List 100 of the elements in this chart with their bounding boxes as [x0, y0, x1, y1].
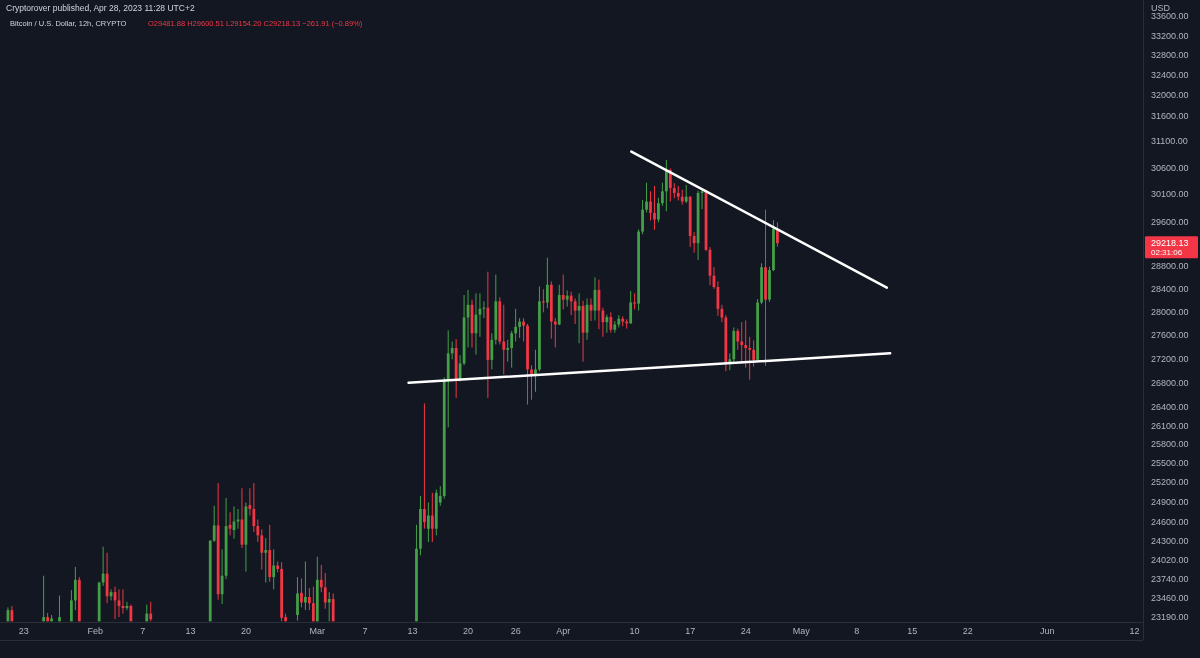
candlestick: [502, 304, 506, 375]
candlestick: [514, 308, 518, 343]
text: Cryptorover published, Apr 28, 2023 11:28 UTC+2: [6, 3, 195, 14]
y-tick-label: 29600.00: [1151, 216, 1189, 227]
y-tick-label: 31600.00: [1151, 110, 1189, 121]
candlestick: [657, 197, 660, 223]
candlestick: [327, 591, 331, 622]
candlestick: [530, 364, 533, 401]
candlestick: [42, 575, 46, 622]
candlestick: [561, 274, 565, 310]
x-tick-label: 10: [629, 626, 640, 637]
candlestick: [668, 167, 672, 203]
x-tick-label: 20: [463, 626, 474, 637]
candlestick: [744, 319, 748, 369]
y-tick-label: 25800.00: [1151, 439, 1189, 450]
candlestick: [649, 190, 652, 222]
y-tick-label: 32800.00: [1151, 50, 1189, 61]
candlestick: [664, 159, 668, 212]
y-tick-label: 24900.00: [1151, 496, 1189, 507]
x-tick-label: 26: [510, 626, 521, 637]
candlestick: [331, 593, 335, 622]
candlestick: [426, 501, 430, 543]
x-tick-label: 13: [185, 626, 196, 637]
candlestick: [641, 199, 644, 235]
y-tick-label: 23190.00: [1151, 612, 1189, 623]
x-tick-label: 24: [740, 626, 751, 637]
candlestick: [609, 311, 613, 334]
y-tick-label: 27600.00: [1151, 330, 1189, 340]
y-tick-label: 26400.00: [1151, 402, 1189, 413]
y-tick-label: 27200.00: [1151, 353, 1189, 364]
y-tick-label: 32000.00: [1151, 90, 1189, 101]
candlestick: [308, 587, 311, 611]
candlestick: [684, 184, 688, 204]
y-tick-label: 28800.00: [1151, 261, 1189, 272]
y-tick-label: 23460.00: [1151, 593, 1189, 604]
x-tick-label: 23: [18, 626, 29, 637]
y-tick-label: 26100.00: [1151, 420, 1189, 431]
x-tick-label: 12: [1129, 626, 1140, 637]
candlestick: [776, 221, 779, 248]
candlestick: [522, 317, 525, 343]
y-tick-label: 28400.00: [1151, 283, 1189, 294]
x-tick-label: 7: [362, 626, 368, 637]
y-tick-label: 24020.00: [1151, 555, 1189, 566]
candlestick: [149, 601, 153, 622]
candlestick: [542, 288, 545, 313]
candlestick: [740, 321, 744, 364]
y-tick-label: 30600.00: [1151, 162, 1189, 173]
candlestick: [510, 330, 514, 369]
candlestick: [553, 317, 557, 348]
text: 02:31:06: [1151, 248, 1183, 258]
y-tick-label: 28000.00: [1151, 306, 1189, 317]
candlestick: [700, 189, 704, 210]
candlestick: [736, 328, 740, 351]
x-tick-label: May: [792, 626, 811, 637]
x-tick-label: 20: [240, 626, 251, 637]
y-tick-label: 24600.00: [1151, 516, 1189, 527]
y-tick-label: 24300.00: [1151, 536, 1189, 547]
candlestick: [423, 402, 426, 530]
x-tick-label: 22: [962, 626, 973, 637]
candlestick: [58, 595, 61, 622]
candlestick: [323, 572, 327, 610]
x-tick-label: 15: [907, 626, 918, 637]
candlestick: [304, 560, 307, 611]
candlestick: [748, 336, 752, 381]
candlestick: [573, 297, 577, 325]
y-tick-label: 32400.00: [1151, 70, 1189, 81]
candlestick: [252, 482, 256, 533]
y-tick-label: 33600.00: [1151, 11, 1189, 22]
x-tick-label: 7: [140, 626, 146, 637]
candlestick: [629, 290, 633, 325]
candlestick: [752, 339, 756, 367]
candlestick: [545, 257, 549, 309]
candlestick: [319, 564, 323, 593]
candlestick: [430, 492, 434, 543]
candlestick: [490, 332, 494, 370]
candlestick: [260, 528, 264, 571]
candlestick: [605, 314, 609, 334]
y-tick-label: 25200.00: [1151, 477, 1189, 488]
candlestick: [300, 577, 303, 608]
x-tick-label: Apr: [556, 626, 571, 637]
candlestick: [661, 182, 664, 207]
candlestick: [311, 586, 315, 622]
x-tick-label: 17: [685, 626, 696, 637]
candlestick: [272, 548, 276, 590]
candlestick: [70, 589, 73, 622]
y-axis-title: USD: [1151, 3, 1171, 14]
text: 29218.13: [1151, 237, 1189, 248]
x-tick-label: 13: [407, 626, 418, 637]
candlestick: [73, 566, 77, 611]
candlestick: [518, 317, 521, 339]
x-tick-label: 8: [854, 626, 860, 637]
x-tick-label: Feb: [87, 626, 103, 637]
candlestick: [296, 576, 299, 622]
candlestick: [653, 185, 656, 231]
y-tick-label: 25500.00: [1151, 458, 1189, 469]
candlestick: [534, 349, 537, 393]
y-tick-label: 30100.00: [1151, 189, 1189, 200]
y-tick-label: 26800.00: [1151, 377, 1189, 388]
candlestick: [506, 339, 510, 363]
candlestick: [645, 182, 648, 213]
